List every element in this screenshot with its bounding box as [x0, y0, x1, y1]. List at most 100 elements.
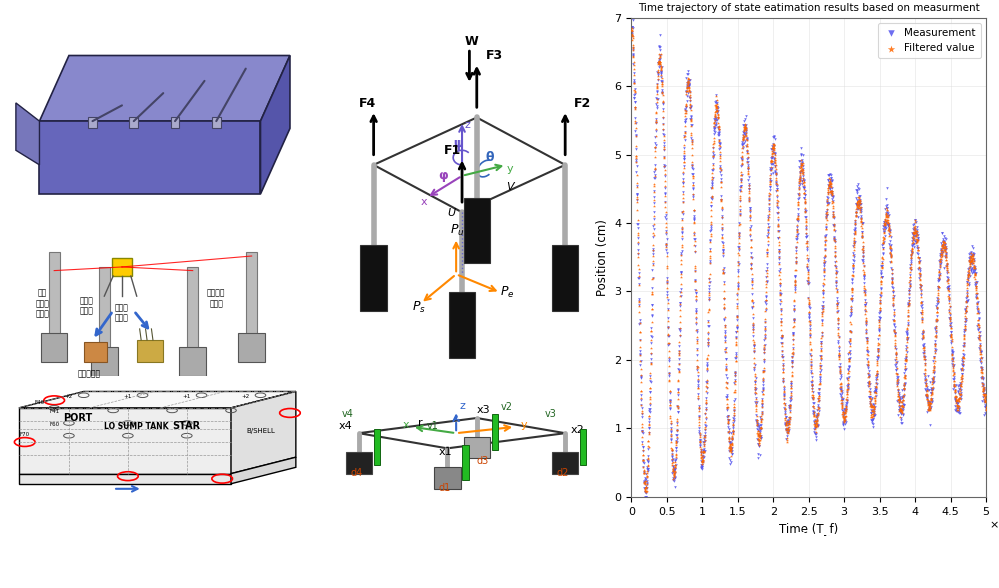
Filtered value: [970, 315, 986, 324]
Measurement: [942, 302, 958, 312]
Filtered value: [674, 206, 690, 215]
Measurement: [919, 393, 935, 403]
Filtered value: [654, 88, 670, 97]
Measurement: [677, 103, 693, 112]
Measurement: [854, 255, 870, 265]
Filtered value: [841, 356, 857, 365]
Measurement: [900, 333, 916, 343]
Filtered value: [726, 405, 742, 415]
Measurement: [831, 369, 847, 378]
Measurement: [718, 392, 734, 402]
Filtered value: [700, 308, 716, 317]
Measurement: [845, 248, 861, 258]
Measurement: [690, 383, 706, 392]
Filtered value: [632, 356, 648, 366]
Filtered value: [809, 419, 825, 428]
Filtered value: [669, 403, 685, 413]
Measurement: [757, 322, 773, 332]
Measurement: [677, 103, 693, 112]
Measurement: [770, 221, 786, 230]
Measurement: [920, 386, 936, 395]
Filtered value: [964, 256, 980, 265]
Filtered value: [755, 366, 771, 376]
Filtered value: [895, 395, 911, 405]
Filtered value: [694, 453, 710, 462]
Filtered value: [947, 386, 963, 395]
Measurement: [728, 350, 744, 360]
Measurement: [700, 322, 716, 331]
Filtered value: [710, 109, 726, 119]
Filtered value: [955, 346, 971, 355]
Filtered value: [719, 403, 735, 413]
Filtered value: [946, 369, 962, 378]
Filtered value: [762, 177, 778, 186]
Measurement: [840, 385, 856, 394]
Measurement: [701, 287, 717, 296]
Measurement: [932, 260, 948, 270]
Measurement: [938, 234, 954, 243]
Measurement: [798, 237, 814, 246]
Polygon shape: [19, 392, 296, 408]
Measurement: [690, 412, 706, 421]
Filtered value: [777, 414, 793, 423]
Measurement: [629, 189, 645, 199]
Measurement: [877, 224, 893, 233]
Polygon shape: [19, 408, 231, 474]
Measurement: [756, 336, 772, 345]
Measurement: [634, 426, 650, 436]
Filtered value: [670, 387, 686, 397]
Filtered value: [789, 220, 805, 230]
Measurement: [705, 151, 721, 160]
Filtered value: [749, 420, 765, 429]
Measurement: [691, 430, 707, 440]
Measurement: [894, 405, 910, 414]
Measurement: [692, 435, 708, 445]
Measurement: [681, 88, 697, 97]
Filtered value: [872, 295, 888, 305]
Measurement: [712, 161, 728, 171]
Filtered value: [891, 404, 907, 413]
Measurement: [655, 119, 671, 129]
Measurement: [668, 443, 684, 453]
Filtered value: [875, 237, 891, 246]
Filtered value: [890, 391, 906, 400]
Measurement: [787, 285, 803, 295]
Filtered value: [698, 386, 714, 396]
Filtered value: [872, 299, 888, 308]
Measurement: [697, 436, 713, 446]
Filtered value: [768, 169, 784, 179]
Filtered value: [676, 146, 692, 156]
Measurement: [817, 237, 833, 246]
Filtered value: [828, 268, 844, 278]
Measurement: [773, 306, 789, 316]
Filtered value: [837, 404, 853, 413]
Measurement: [796, 182, 812, 192]
Measurement: [807, 423, 823, 433]
Filtered value: [710, 123, 726, 132]
Text: F1: F1: [445, 144, 462, 157]
Filtered value: [741, 196, 757, 206]
Filtered value: [889, 376, 905, 386]
Filtered value: [735, 130, 751, 139]
Measurement: [787, 259, 803, 268]
Filtered value: [896, 380, 912, 389]
Filtered value: [628, 142, 644, 151]
Measurement: [639, 456, 655, 465]
Measurement: [643, 338, 659, 348]
Text: v3: v3: [544, 409, 556, 419]
Filtered value: [642, 383, 658, 392]
Measurement: [667, 454, 683, 463]
Measurement: [794, 166, 810, 176]
Measurement: [924, 385, 940, 394]
Measurement: [829, 308, 845, 317]
Measurement: [901, 284, 917, 293]
Filtered value: [719, 411, 735, 420]
Filtered value: [664, 457, 680, 467]
Filtered value: [907, 222, 923, 231]
Filtered value: [717, 345, 733, 354]
Filtered value: [665, 465, 681, 474]
Filtered value: [768, 173, 784, 182]
Measurement: [665, 472, 681, 481]
Filtered value: [941, 293, 957, 302]
Filtered value: [786, 314, 802, 323]
